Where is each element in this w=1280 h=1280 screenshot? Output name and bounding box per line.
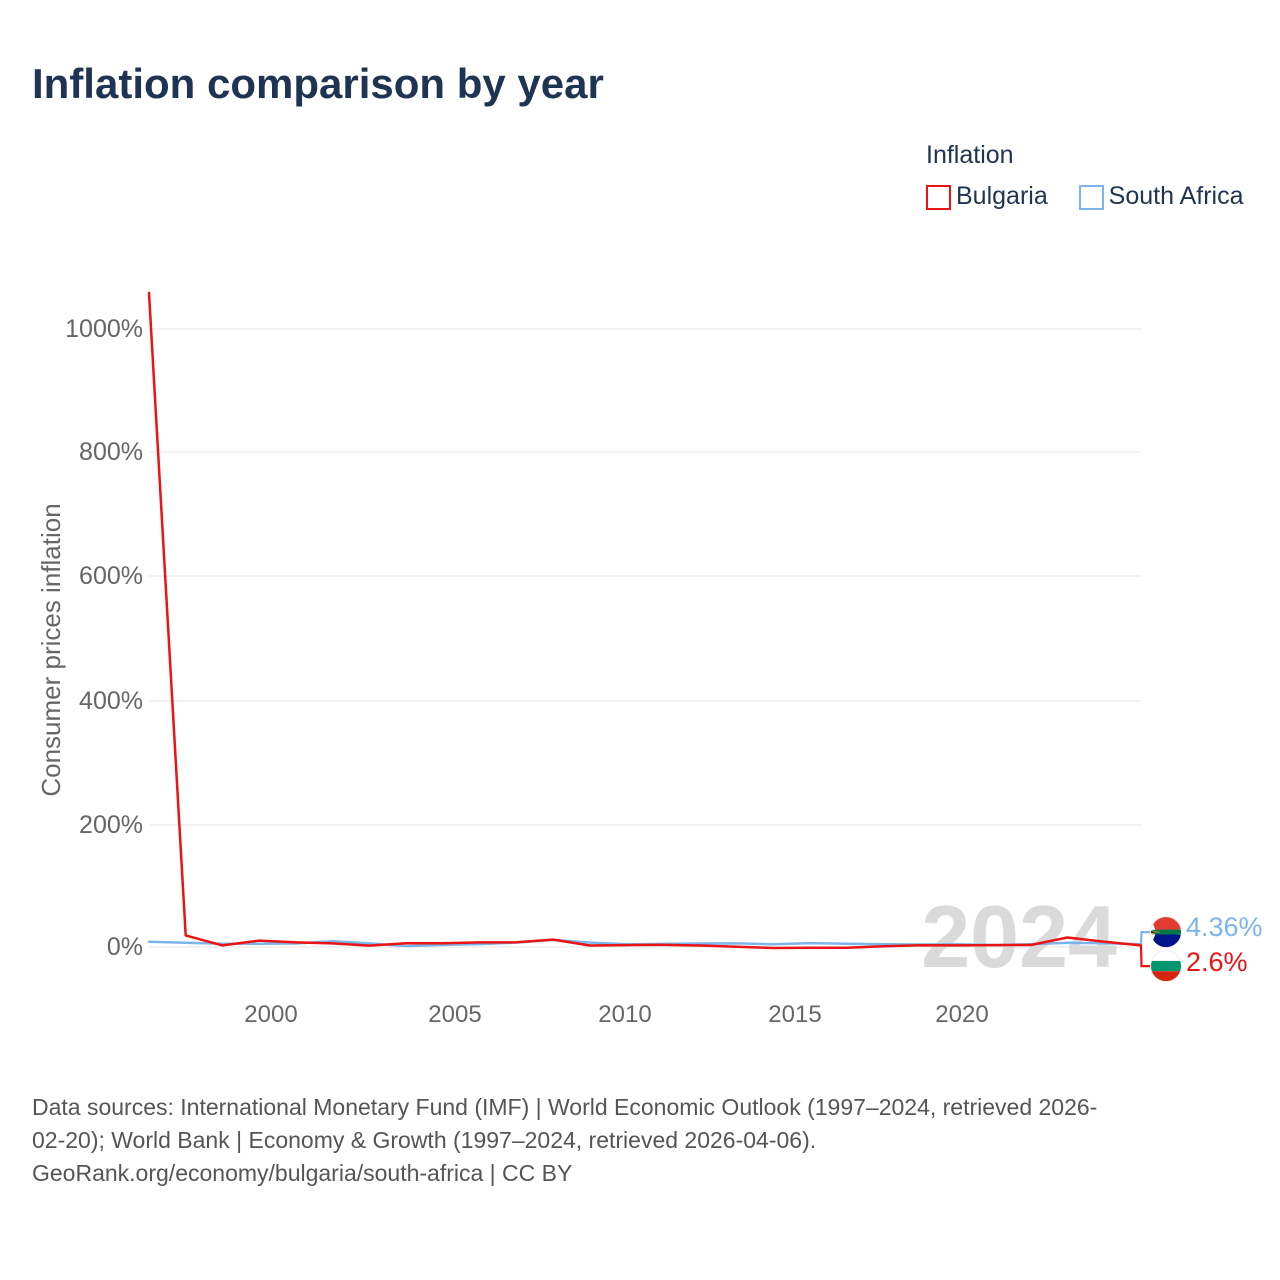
svg-text:0%: 0% [107, 933, 143, 961]
svg-text:2010: 2010 [598, 1001, 651, 1028]
svg-text:800%: 800% [79, 438, 143, 466]
svg-text:2024: 2024 [921, 887, 1117, 986]
svg-text:2.6%: 2.6% [1186, 947, 1248, 977]
svg-text:2015: 2015 [768, 1001, 821, 1028]
svg-text:2000: 2000 [244, 1001, 297, 1028]
svg-text:400%: 400% [79, 687, 143, 715]
svg-text:4.36%: 4.36% [1186, 912, 1263, 942]
svg-text:2020: 2020 [935, 1001, 988, 1028]
svg-text:1000%: 1000% [65, 315, 143, 343]
svg-text:2005: 2005 [428, 1001, 481, 1028]
svg-text:600%: 600% [79, 562, 143, 590]
svg-text:Consumer prices inflation: Consumer prices inflation [36, 503, 66, 796]
svg-text:200%: 200% [79, 811, 143, 839]
